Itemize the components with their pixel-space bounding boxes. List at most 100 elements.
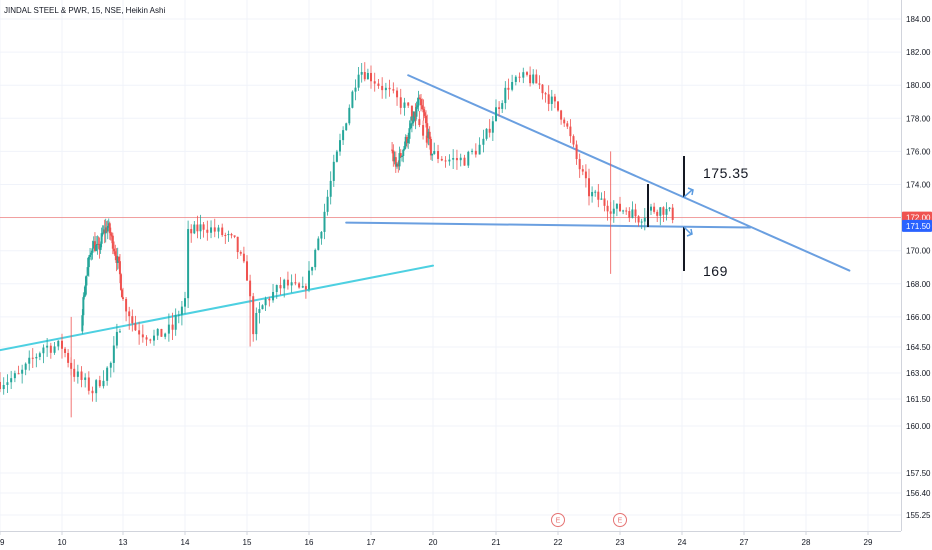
candle <box>82 292 85 326</box>
candle <box>314 248 317 271</box>
candle <box>76 364 79 384</box>
candle <box>631 201 634 219</box>
earnings-marker-icon[interactable]: E <box>613 513 627 527</box>
candle <box>407 132 410 149</box>
candle <box>53 341 56 355</box>
candle <box>622 209 625 215</box>
candle <box>485 128 488 141</box>
horizontal-support-line[interactable] <box>345 221 752 229</box>
candle <box>348 104 351 126</box>
candle <box>335 149 338 163</box>
candle <box>95 378 98 402</box>
candle <box>57 340 60 351</box>
candle <box>6 374 9 394</box>
candle <box>360 62 363 83</box>
candle <box>17 365 20 375</box>
candle <box>393 151 396 165</box>
candle <box>518 72 521 83</box>
candle <box>73 359 76 382</box>
candle <box>357 67 360 91</box>
candle <box>294 273 297 286</box>
y-tick-label: 168.00 <box>906 280 931 289</box>
candle <box>156 328 159 341</box>
candle <box>514 75 517 86</box>
candle <box>112 336 115 373</box>
x-tick-label: 13 <box>119 538 128 547</box>
y-tick-label: 184.00 <box>906 15 931 24</box>
candle <box>412 110 415 127</box>
candle <box>428 126 431 146</box>
candle <box>99 241 102 254</box>
candle <box>405 134 408 148</box>
candle <box>21 364 24 384</box>
candle <box>174 308 177 336</box>
x-tick-label: 28 <box>802 538 811 547</box>
candle <box>138 321 141 345</box>
candle <box>217 224 220 239</box>
candle <box>414 103 417 126</box>
candle <box>625 207 628 215</box>
candle <box>637 215 640 227</box>
candle <box>342 126 345 146</box>
candle <box>399 149 402 158</box>
candle <box>120 289 123 298</box>
candle <box>572 134 575 148</box>
candle <box>422 120 425 140</box>
candle <box>409 116 412 130</box>
x-tick-label: 23 <box>616 538 625 547</box>
y-tick-label: 156.40 <box>906 489 931 498</box>
candle <box>656 209 659 223</box>
candle <box>403 97 406 116</box>
candle <box>588 168 590 206</box>
candle <box>134 315 137 331</box>
y-tick-label: 182.00 <box>906 48 931 57</box>
candle <box>301 276 304 289</box>
price-axis-bg[interactable] <box>901 0 932 550</box>
candle <box>233 235 236 239</box>
descending-trendline[interactable] <box>407 74 851 272</box>
candle <box>544 91 547 103</box>
y-tick-label: 161.50 <box>906 395 931 404</box>
candle <box>538 75 541 89</box>
candle <box>118 253 121 284</box>
candle <box>427 128 430 146</box>
candle <box>391 141 394 154</box>
candle <box>600 192 603 200</box>
candle <box>13 370 16 383</box>
x-tick-label: 29 <box>864 538 873 547</box>
candle <box>474 143 477 158</box>
candle <box>615 203 618 217</box>
grid <box>0 0 901 531</box>
candle <box>83 286 86 300</box>
svg-text:E: E <box>618 518 623 525</box>
candle <box>103 219 106 244</box>
x-tick-label: 20 <box>429 538 438 547</box>
candle <box>437 144 440 164</box>
candle <box>398 146 401 171</box>
candle <box>354 79 357 101</box>
candle <box>171 312 174 340</box>
price-target-label[interactable]: 169 <box>703 263 728 279</box>
candle <box>177 310 180 324</box>
candle <box>482 129 485 153</box>
candle <box>113 241 116 255</box>
x-tick-label: 24 <box>678 538 687 547</box>
earnings-marker-icon[interactable]: E <box>551 513 565 527</box>
x-tick-label: 17 <box>367 538 376 547</box>
candle <box>659 206 662 226</box>
candle <box>283 278 286 298</box>
candle <box>85 275 88 295</box>
candle <box>102 370 105 389</box>
candle <box>619 196 621 213</box>
price-target-label[interactable]: 175.35 <box>703 165 749 181</box>
candle <box>35 353 38 368</box>
candle <box>421 98 424 110</box>
candle <box>95 236 98 252</box>
candle <box>413 111 416 122</box>
candle <box>115 323 118 349</box>
candle <box>125 296 128 322</box>
ascending-trendline[interactable] <box>0 264 434 352</box>
candle <box>272 283 275 303</box>
